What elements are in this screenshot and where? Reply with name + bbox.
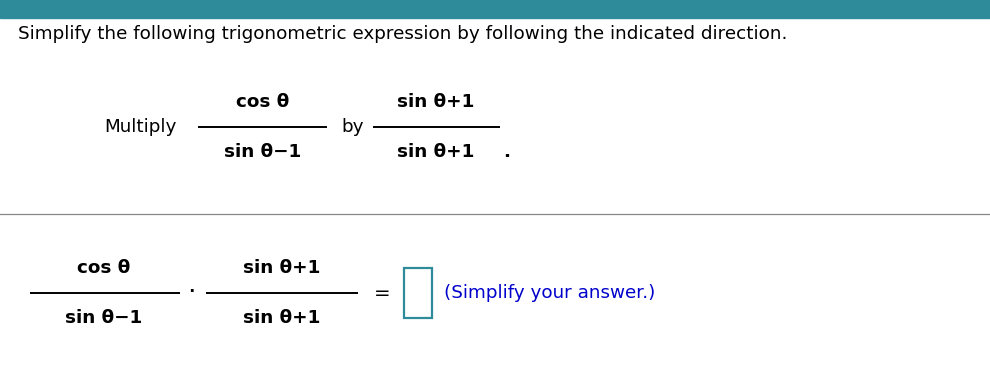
Text: Multiply: Multiply xyxy=(104,119,176,136)
Text: sin θ+1: sin θ+1 xyxy=(244,310,321,327)
Text: =: = xyxy=(374,284,391,303)
Text: sin θ−1: sin θ−1 xyxy=(224,144,301,161)
Text: .: . xyxy=(503,144,510,161)
Text: cos θ: cos θ xyxy=(236,93,289,111)
Text: sin θ+1: sin θ+1 xyxy=(244,259,321,277)
Text: sin θ+1: sin θ+1 xyxy=(397,93,474,111)
FancyBboxPatch shape xyxy=(404,268,432,318)
Bar xyxy=(0,0,990,18)
Text: cos θ: cos θ xyxy=(77,259,131,277)
Text: Simplify the following trigonometric expression by following the indicated direc: Simplify the following trigonometric exp… xyxy=(18,25,787,43)
Text: by: by xyxy=(342,119,364,136)
Text: sin θ+1: sin θ+1 xyxy=(397,144,474,161)
Text: (Simplify your answer.): (Simplify your answer.) xyxy=(444,284,655,302)
Text: sin θ−1: sin θ−1 xyxy=(65,310,143,327)
Text: ·: · xyxy=(187,280,195,306)
